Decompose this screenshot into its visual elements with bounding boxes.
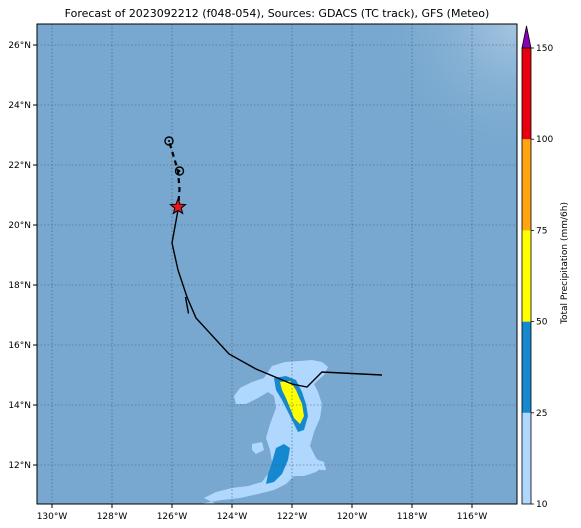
track-observed-hook	[184, 296, 190, 314]
precip-area-25-50-south	[266, 444, 290, 484]
colorbar-bin	[522, 139, 531, 231]
lat-tick-label: 26°N	[8, 41, 31, 51]
colorbar-bin	[522, 230, 531, 322]
lon-tick-label: 126°W	[157, 512, 188, 522]
latitude-ticks: 12°N 14°N 16°N 18°N 20°N 22°N 24°N 26°N	[8, 41, 37, 471]
colorbar-over-triangle	[522, 26, 531, 48]
colorbar-tick-label: 75	[536, 226, 547, 236]
colorbar-tick-label: 100	[536, 135, 553, 145]
tc-track	[164, 136, 383, 388]
lat-tick-label: 14°N	[8, 401, 31, 411]
colorbar-label: Total Precipitation (mm/6h)	[560, 202, 570, 325]
lon-tick-label: 120°W	[337, 512, 368, 522]
lat-tick-label: 18°N	[8, 281, 31, 291]
precip-area-10-25-small	[252, 442, 264, 454]
colorbar: 10 25 50 75 100 150	[521, 25, 553, 510]
colorbar-tick-label: 150	[536, 44, 553, 54]
map-title: Forecast of 2023092212 (f048-054), Sourc…	[64, 7, 490, 20]
track-observed-line	[171, 209, 383, 388]
longitude-ticks: 130°W 128°W 126°W 124°W 122°W 120°W 118°W 116°W	[37, 504, 488, 522]
colorbar-tick-label: 25	[536, 409, 547, 419]
lat-tick-label: 24°N	[8, 101, 31, 111]
lon-tick-label: 116°W	[457, 512, 488, 522]
current-position-star	[169, 197, 187, 215]
lon-tick-label: 118°W	[397, 512, 428, 522]
lon-tick-label: 124°W	[217, 512, 248, 522]
forecast-position-marker	[174, 166, 185, 176]
lat-tick-label: 16°N	[8, 341, 31, 351]
forecast-position-dot	[168, 140, 170, 142]
colorbar-tick-label: 50	[536, 318, 548, 328]
lat-tick-label: 12°N	[8, 461, 31, 471]
map-frame	[36, 23, 518, 505]
forecast-position-marker	[164, 136, 174, 146]
forecast-position-dot	[178, 170, 181, 172]
lon-tick-label: 128°W	[97, 512, 128, 522]
lat-tick-label: 22°N	[8, 161, 31, 171]
colorbar-bin	[522, 412, 531, 504]
colorbar-bin	[522, 48, 531, 140]
lat-tick-label: 20°N	[8, 221, 31, 231]
colorbar-tick-label: 10	[536, 500, 548, 510]
colorbar-frame	[521, 47, 532, 505]
lon-tick-label: 130°W	[37, 512, 68, 522]
lon-tick-label: 122°W	[277, 512, 308, 522]
track-forecast-line	[167, 140, 181, 211]
precipitation-field	[200, 360, 328, 504]
colorbar-bin	[522, 321, 531, 413]
graticule	[37, 24, 517, 504]
